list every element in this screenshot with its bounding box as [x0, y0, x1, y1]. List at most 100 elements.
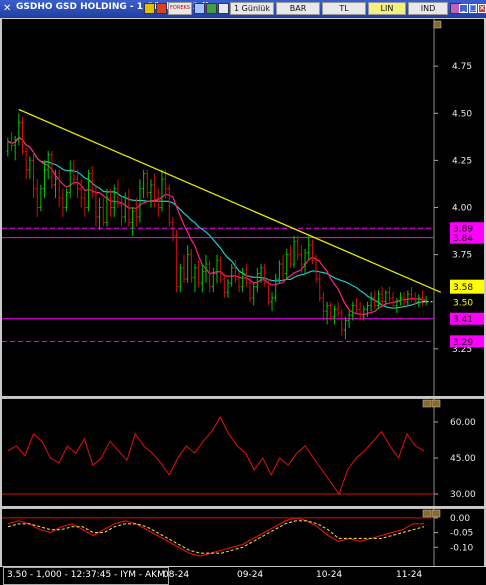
price-bar — [39, 184, 43, 212]
price-bar — [193, 264, 197, 293]
level-label-box — [450, 335, 484, 348]
x-tick-label: 08-24 — [163, 570, 190, 580]
price-bar — [50, 150, 54, 189]
price-bar — [241, 267, 245, 293]
drawing-tools-icon[interactable] — [194, 3, 205, 14]
pencil-icon[interactable] — [218, 3, 229, 14]
macd-chart[interactable]: 0.00 -0.05 -0.10 — [2, 508, 484, 566]
price-panel[interactable]: 4.75 4.50 4.25 4.00 3.75 3.25 3.89 3.84 3.41 3.29… — [2, 19, 485, 396]
level-label-box — [450, 222, 484, 235]
level-label-box — [450, 312, 484, 325]
price-bar — [189, 248, 193, 283]
price-bar — [329, 301, 333, 321]
price-bar — [101, 198, 105, 227]
price-bar — [314, 254, 318, 283]
y-tick-label: -0.10 — [450, 543, 474, 553]
price-bar — [259, 264, 263, 283]
window-title: GSDHO GSD HOLDING - 1 Günlük (.1d) — [16, 2, 210, 12]
price-bar — [391, 292, 395, 310]
price-bar — [384, 290, 388, 306]
price-bar — [343, 316, 347, 340]
title-bar[interactable]: ✕ GSDHO GSD HOLDING - 1 Günlük (.1d) FOR… — [0, 0, 486, 18]
price-bar — [160, 169, 164, 212]
level-label-box — [450, 231, 484, 244]
price-bar — [65, 188, 69, 212]
price-bar — [321, 292, 325, 321]
price-bar — [402, 292, 406, 306]
price-bar — [17, 113, 21, 146]
price-bar — [156, 188, 160, 217]
price-bar — [325, 301, 329, 325]
price-bar — [376, 290, 380, 310]
indicator-button[interactable]: IND — [408, 2, 448, 15]
price-bar — [303, 248, 307, 274]
price-bar — [186, 245, 190, 283]
price-bar — [208, 260, 212, 293]
price-bar — [138, 179, 142, 223]
price-bar — [226, 279, 230, 298]
price-bar — [145, 169, 149, 199]
price-bar — [79, 179, 83, 208]
alarm-icon[interactable] — [156, 3, 167, 14]
price-bar — [105, 188, 109, 227]
price-bar — [178, 264, 182, 293]
price-bar — [413, 292, 417, 306]
y-tick-label: 3.25 — [452, 345, 472, 355]
minimize-icon[interactable]: _ — [459, 4, 468, 13]
currency-button[interactable]: TL — [322, 2, 366, 15]
price-bar — [112, 184, 116, 217]
rsi-line — [7, 416, 425, 496]
price-bar — [351, 301, 355, 321]
price-bar — [211, 267, 215, 293]
price-bar — [24, 147, 28, 180]
price-bar — [142, 169, 146, 199]
y-tick-label: 4.00 — [452, 204, 472, 214]
level-label: 3.84 — [453, 234, 473, 244]
price-bar — [32, 150, 36, 199]
foreks-logo-icon: FOREKS — [168, 2, 192, 15]
price-bar — [347, 311, 351, 329]
price-bar — [120, 198, 124, 227]
price-bar — [127, 188, 131, 227]
price-bar — [149, 179, 153, 208]
price-bar — [398, 292, 402, 306]
price-bar — [72, 160, 76, 185]
price-bar — [237, 271, 241, 293]
line-tool-icon[interactable] — [206, 3, 217, 14]
y-tick-label: 4.25 — [452, 156, 472, 166]
scale-button[interactable]: LIN — [368, 2, 406, 15]
rsi-panel[interactable]: 60.00 45.00 30.00 — [2, 398, 484, 506]
price-bar — [340, 309, 344, 336]
price-chart[interactable]: 4.75 4.50 4.25 4.00 3.75 3.25 3.893.84 3.41 3.29… — [2, 19, 485, 396]
price-bar — [373, 290, 377, 310]
window-icon[interactable]: ✕ — [3, 3, 12, 14]
x-tick-label: 11-24 — [396, 570, 423, 580]
price-bar — [424, 296, 428, 306]
level-label: 3.89 — [453, 225, 473, 235]
rsi-chart[interactable]: 60.00 45.00 30.00 — [2, 398, 484, 506]
price-bar — [233, 260, 237, 283]
price-bar — [266, 279, 270, 306]
price-bar — [285, 248, 289, 280]
macd-panel[interactable]: 0.00 -0.05 -0.10 — [2, 508, 484, 566]
y-tick-label: 3.75 — [452, 251, 472, 261]
price-bar — [288, 245, 292, 268]
close-icon[interactable]: × — [478, 4, 486, 13]
panel-menu-button — [422, 509, 432, 518]
maximize-icon[interactable]: □ — [469, 4, 477, 13]
macd-signal-line — [7, 520, 425, 554]
price-bar — [252, 282, 256, 306]
price-bar — [281, 254, 285, 280]
price-label-box — [450, 279, 484, 294]
price-bar — [406, 290, 410, 306]
price-bar — [420, 290, 424, 306]
status-text: 3.50 - 1,000 - 12:37:45 - IYM - AKM — [3, 567, 169, 585]
y-tick-label: 4.75 — [452, 62, 472, 72]
price-bar — [263, 264, 267, 287]
period-selector[interactable]: 1 Günlük — [230, 2, 274, 15]
chart-settings-icon[interactable] — [144, 3, 155, 14]
price-bar — [35, 179, 39, 217]
chart-type-button[interactable]: BAR — [276, 2, 320, 15]
panel-close-button — [431, 509, 441, 518]
